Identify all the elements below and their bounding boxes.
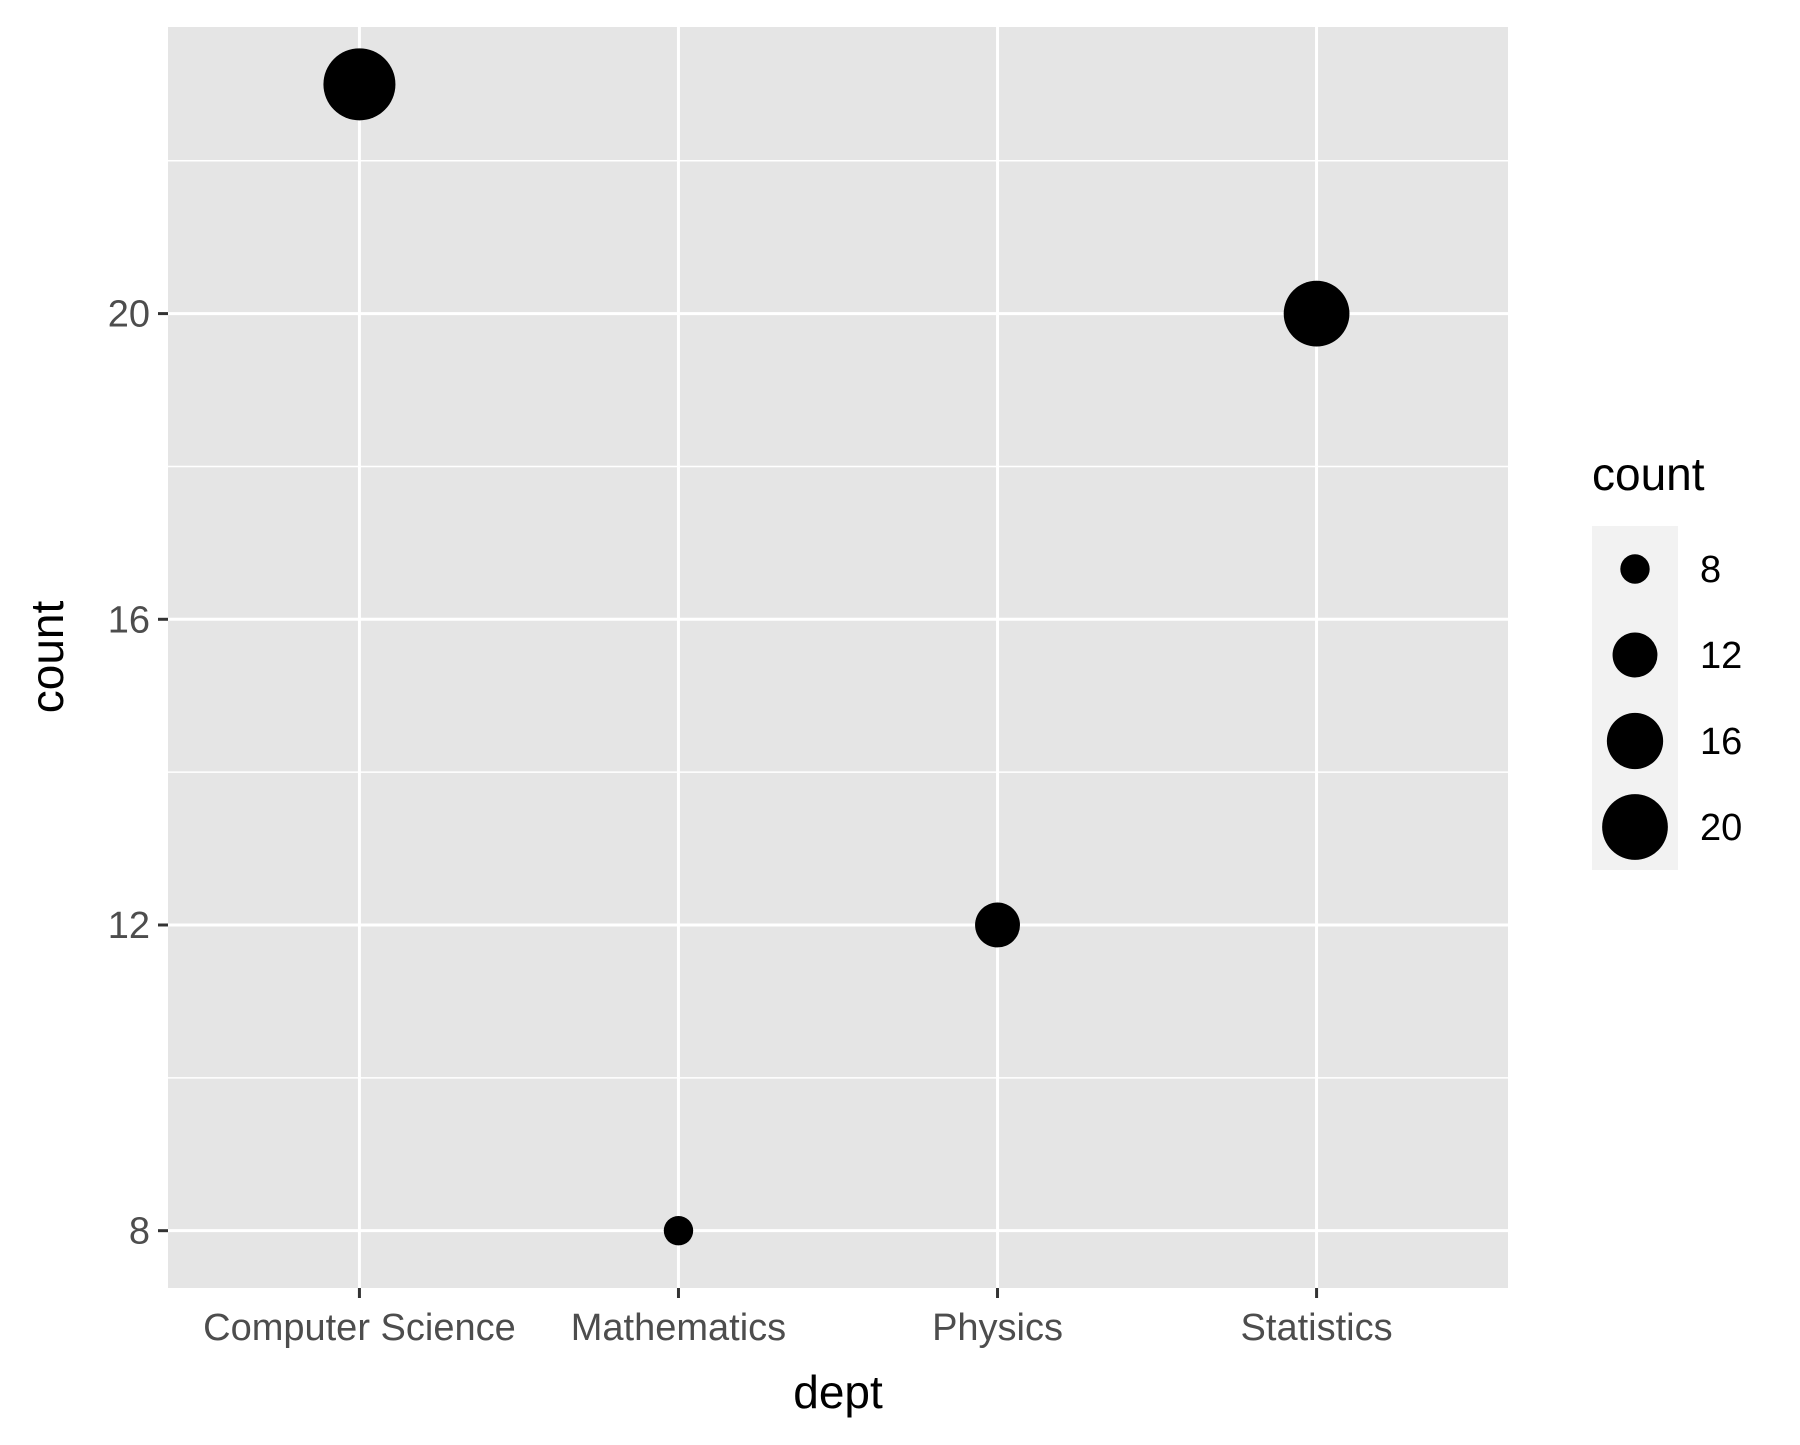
legend-symbol	[1602, 794, 1668, 860]
legend-label: 12	[1700, 635, 1742, 677]
legend-label: 8	[1700, 549, 1721, 591]
x-tick-label: Mathematics	[571, 1307, 786, 1349]
data-point	[323, 48, 396, 121]
legend-symbol	[1606, 712, 1664, 770]
legend: 8 12 16 20	[1592, 526, 1742, 870]
data-points	[323, 48, 1350, 1246]
grid-lines	[168, 27, 1508, 1288]
axes: 8 12 16 20 Computer Science Mathematics Physic…	[108, 294, 1393, 1349]
y-tick-label: 12	[108, 905, 150, 947]
data-point	[975, 902, 1020, 948]
data-point	[663, 1215, 694, 1246]
legend-label: 20	[1700, 807, 1742, 849]
x-tick-label: Computer Science	[203, 1307, 516, 1349]
y-axis-title: count	[21, 601, 73, 714]
legend-title: count	[1592, 448, 1705, 500]
x-tick-label: Physics	[932, 1307, 1063, 1349]
y-tick-label: 8	[129, 1211, 150, 1253]
legend-symbol	[1612, 632, 1658, 678]
plot-panel	[168, 27, 1508, 1288]
data-point	[1283, 280, 1350, 347]
legend-label: 16	[1700, 721, 1742, 763]
x-axis-title: dept	[793, 1366, 883, 1418]
x-tick-label: Statistics	[1241, 1307, 1393, 1349]
legend-symbol	[1620, 554, 1650, 584]
y-tick-label: 16	[108, 599, 150, 641]
y-tick-label: 20	[108, 294, 150, 336]
